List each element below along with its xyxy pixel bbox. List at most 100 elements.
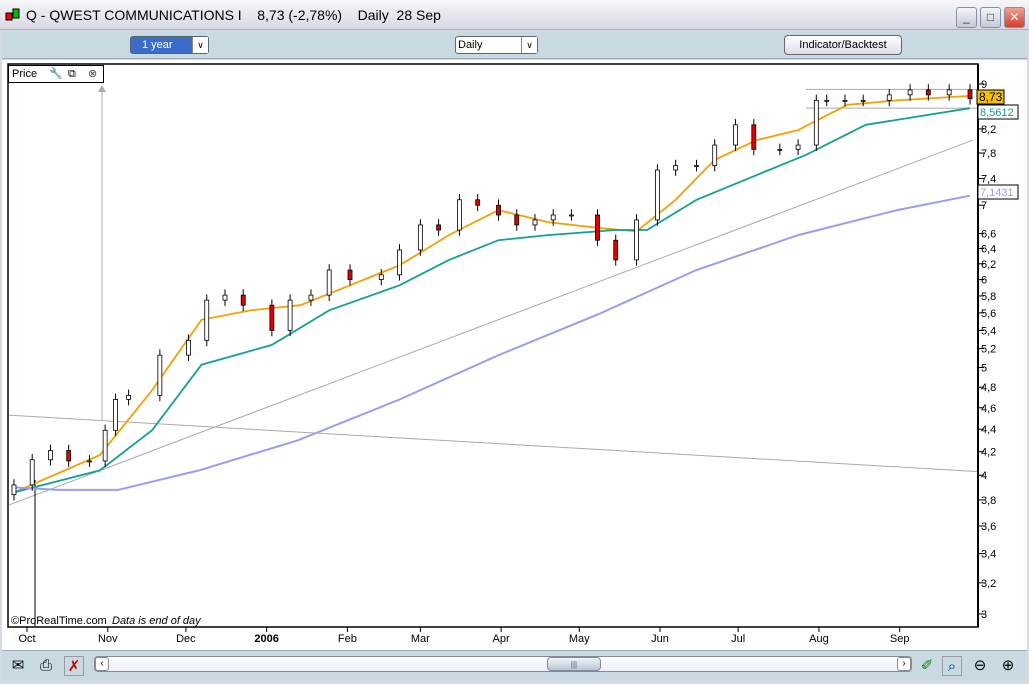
y-tick-label: 6,4 (981, 243, 996, 255)
candle-body (550, 214, 556, 221)
unlink-icon[interactable]: ✗ (64, 656, 84, 676)
candle-body (48, 450, 53, 461)
series-value-box (977, 104, 1019, 120)
email-icon[interactable]: ✉ (11, 657, 25, 674)
scroll-thumb[interactable]: ||| (547, 657, 601, 671)
series-value-label: 8,5612 (980, 107, 1014, 119)
candle-body (378, 274, 384, 280)
data-note-text: Data is end of day (112, 615, 202, 627)
y-tick-label: 5,2 (981, 344, 996, 356)
candle-body (457, 199, 462, 231)
last-price-label: 8,73 (979, 90, 1003, 104)
moving-average-line-1 (13, 95, 971, 494)
y-tick-label: 3,6 (981, 521, 996, 533)
zoom-in-icon[interactable]: ⊕ (1001, 657, 1015, 674)
maximize-button[interactable]: □ (980, 7, 1001, 28)
candle-body (795, 144, 801, 150)
close-button[interactable]: ✕ (1004, 7, 1025, 28)
zoom-out-icon[interactable]: ⊖ (973, 657, 987, 674)
x-tick-label: Jun (651, 633, 669, 645)
chevron-down-icon[interactable]: ∨ (192, 37, 208, 53)
y-tick-label: 7,4 (981, 173, 996, 185)
y-tick-label: 7,8 (981, 148, 996, 160)
candle-body (308, 294, 314, 301)
restore-icon[interactable]: ⧉ (68, 68, 76, 80)
candle-body (907, 89, 913, 96)
x-tick-label: Aug (809, 633, 829, 645)
wrench-icon[interactable]: 🔧 (49, 68, 63, 80)
y-tick-label: 7 (981, 200, 987, 212)
chevron-down-icon[interactable]: ∨ (521, 37, 537, 53)
candle-body (532, 219, 538, 226)
candle-body (222, 294, 228, 301)
minimize-button[interactable]: _ (956, 7, 977, 28)
drawing-tool-icon[interactable]: ✐ (920, 657, 934, 674)
candle-body (925, 89, 931, 96)
x-tick-label: Sep (890, 633, 910, 645)
scroll-right-arrow[interactable]: › (897, 657, 911, 671)
candle-body (813, 99, 819, 146)
candle-body (860, 99, 866, 102)
candle-body (157, 354, 163, 396)
y-tick-label: 5,4 (981, 325, 996, 337)
y-tick-label: 6 (981, 275, 987, 287)
candle-body (475, 199, 481, 206)
candle-body (113, 399, 118, 431)
candle-body (946, 89, 952, 96)
interval-value: Daily (458, 39, 483, 51)
candle-body (269, 304, 275, 331)
bottom-toolbar: ✉ ⎙ ✗ ‹ ||| › ✐ ⌕ ⊖ ⊕ (2, 650, 1027, 680)
candle-body (613, 239, 619, 261)
y-tick-label: 3 (981, 609, 987, 621)
y-tick-label: 3,8 (981, 495, 996, 507)
y-tick-label: 9 (981, 79, 987, 91)
app-candlestick-icon (5, 8, 20, 21)
moving-average-line-2 (13, 107, 971, 494)
marker-arrow-icon (98, 85, 106, 92)
period-value: 1 year (142, 39, 173, 51)
candle-body (287, 299, 293, 331)
candle-body (694, 165, 699, 167)
candle-body (186, 339, 191, 356)
y-tick-label: 4,2 (981, 447, 996, 459)
auto-zoom-icon[interactable]: ⌕ (942, 656, 962, 676)
interval-select[interactable]: Daily ∨ (455, 36, 538, 54)
moving-average-line-3 (13, 194, 971, 491)
y-tick-label: 3,4 (981, 549, 996, 561)
close-icon[interactable]: ⊗ (88, 68, 98, 80)
candle-body (29, 459, 35, 486)
series-value-box (977, 184, 1019, 200)
x-tick-label: Apr (493, 633, 510, 645)
toolbar: 1 year ∨ Daily ∨ Indicator/Backtest (2, 31, 1027, 59)
window-title: Q - QWEST COMMUNICATIONS I 8,73 (-2,78%)… (26, 7, 441, 23)
x-tick-label: Jul (731, 633, 745, 645)
candle-body (347, 269, 353, 280)
indicator-backtest-button[interactable]: Indicator/Backtest (784, 35, 902, 55)
candle-body (842, 99, 848, 102)
scroll-left-arrow[interactable]: ‹ (95, 657, 109, 671)
x-tick-label: Dec (176, 633, 196, 645)
horizontal-scrollbar[interactable]: ‹ ||| › (94, 656, 912, 672)
print-icon[interactable]: ⎙ (39, 657, 52, 674)
x-tick-label: Mar (411, 633, 430, 645)
x-tick-label: Feb (338, 633, 357, 645)
plot-border (7, 63, 979, 628)
candle-body (496, 204, 501, 216)
period-select[interactable]: 1 year ∨ (130, 36, 209, 54)
candle-body (655, 169, 660, 221)
y-tick-label: 5,6 (981, 308, 996, 320)
chart-area (2, 60, 1027, 650)
candle-body (240, 294, 246, 306)
title-bar: Q - QWEST COMMUNICATIONS I 8,73 (-2,78%)… (0, 0, 1029, 30)
x-tick-label: Oct (18, 633, 35, 645)
x-tick-label: Nov (98, 633, 118, 645)
candle-body (514, 214, 520, 226)
candle-body (397, 249, 402, 276)
candle-body (569, 214, 574, 217)
series-value-label: 7,1431 (980, 187, 1014, 199)
candle-body (751, 124, 757, 150)
trendline (8, 139, 973, 506)
candle-body (595, 214, 600, 241)
y-tick-label: 5 (981, 363, 987, 375)
